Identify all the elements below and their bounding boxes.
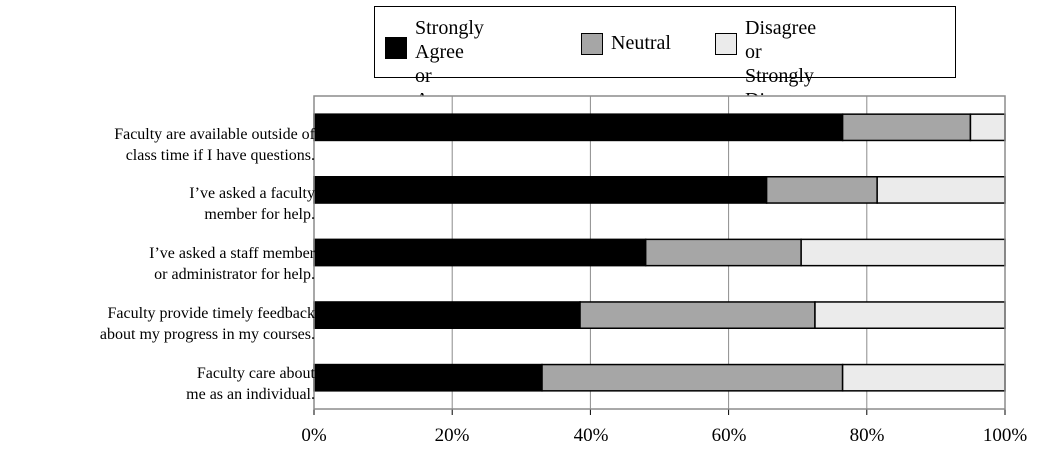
category-label: I’ve asked a staff member or administrat… — [149, 245, 315, 283]
category-label: Faculty are available outside of class t… — [114, 126, 315, 164]
legend-label-neutral: Neutral — [611, 32, 671, 54]
bar-segment-neutral — [765, 176, 878, 204]
legend-swatch-agree — [385, 37, 407, 59]
bar-segment-neutral — [541, 363, 844, 392]
x-tick-label: 0% — [301, 425, 327, 446]
x-tick-label: 20% — [434, 425, 470, 446]
legend-swatch-disagree — [715, 33, 737, 55]
x-tick-label: 100% — [982, 425, 1028, 446]
category-label: Faculty provide timely feedback about my… — [99, 305, 315, 343]
x-tick-label: 80% — [849, 425, 885, 446]
bar-segment-disagree — [841, 363, 1006, 392]
bar-segment-disagree — [969, 113, 1006, 142]
bar-segment-agree — [313, 176, 768, 204]
bar-segment-agree — [313, 301, 581, 329]
bar-segment-disagree — [814, 301, 1006, 329]
category-label: I’ve asked a faculty member for help. — [189, 185, 315, 223]
bar-segment-agree — [313, 363, 543, 392]
category-label: Faculty care about me as an individual. — [186, 365, 315, 403]
bar-segment-neutral — [579, 301, 816, 329]
x-tick-label: 40% — [573, 425, 609, 446]
plot-border — [313, 95, 1006, 410]
bar-segment-neutral — [841, 113, 972, 142]
bar-segment-disagree — [800, 238, 1006, 267]
bar-segment-disagree — [876, 176, 1006, 204]
x-tick-label: 60% — [711, 425, 747, 446]
bar-segment-neutral — [644, 238, 802, 267]
bar-segment-agree — [313, 113, 844, 142]
legend-swatch-neutral — [581, 33, 603, 55]
bar-segment-agree — [313, 238, 647, 267]
